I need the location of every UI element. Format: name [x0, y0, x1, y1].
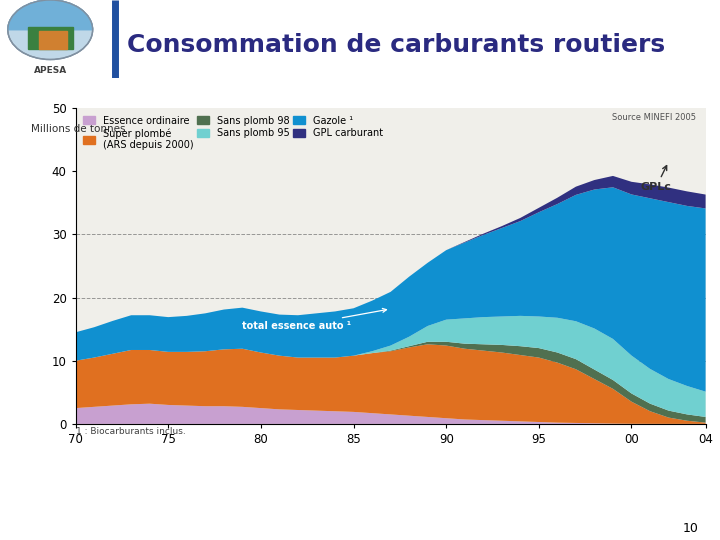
Text: 10: 10	[683, 522, 698, 535]
Text: Consommation de carburants routiers: Consommation de carburants routiers	[127, 33, 665, 57]
Text: Millions de tonnes: Millions de tonnes	[32, 124, 126, 134]
Wedge shape	[8, 0, 93, 30]
Circle shape	[8, 0, 93, 59]
Bar	[39, 31, 67, 49]
Text: total essence auto ¹: total essence auto ¹	[243, 308, 387, 331]
Text: Consommation total de carburants routiers : 42 Millions de tonnes dont 29 Mt
de : Consommation total de carburants routier…	[11, 443, 500, 494]
Text: 1 : Biocarburants inclus.: 1 : Biocarburants inclus.	[76, 427, 185, 436]
Text: GPLc: GPLc	[641, 166, 672, 192]
Text: Année 2004: Année 2004	[118, 84, 207, 97]
Legend: Essence ordinaire, Super plombé
(ARS depuis 2000), Sans plomb 98, Sans plomb 95,: Essence ordinaire, Super plombé (ARS dep…	[81, 113, 386, 153]
Text: APESA: APESA	[34, 66, 67, 75]
Text: Source MINEFI 2005: Source MINEFI 2005	[612, 113, 696, 122]
Bar	[28, 26, 73, 49]
